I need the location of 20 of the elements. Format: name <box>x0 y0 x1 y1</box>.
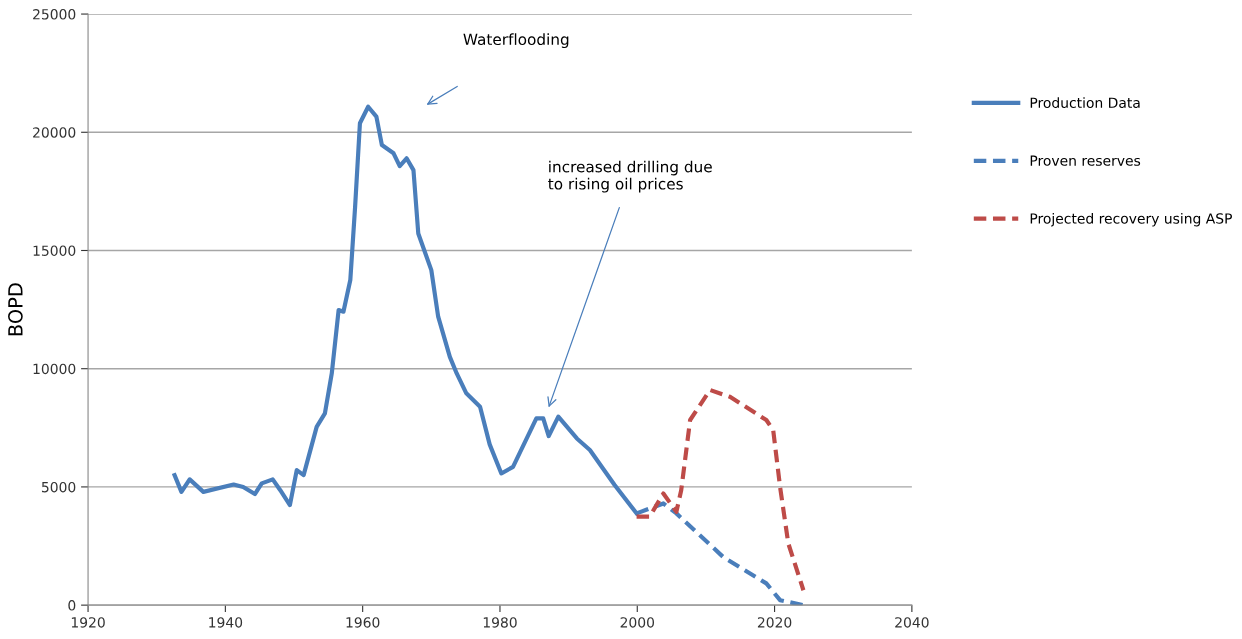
y-tick-label: 10000 <box>33 363 76 375</box>
annotation: increased drilling due to rising oil prices <box>548 160 712 193</box>
x-tick-label: 2040 <box>895 617 929 628</box>
legend-label: Proven reserves <box>1030 155 1141 166</box>
y-tick-label: 5000 <box>41 481 76 493</box>
y-axis-title: BOPD <box>8 283 23 336</box>
annotation: Waterflooding <box>463 33 569 49</box>
x-tick-label: 1960 <box>346 617 380 628</box>
y-tick-label: 15000 <box>33 245 76 256</box>
y-tick-label: 25000 <box>33 9 76 20</box>
x-tick-label: 2020 <box>757 617 792 628</box>
y-tick-label: 0 <box>68 600 76 611</box>
legend-label: Projected recovery using ASP <box>1030 212 1232 227</box>
legend-label: Production Data <box>1030 97 1140 108</box>
x-tick-label: 1920 <box>71 617 105 628</box>
x-tick-label: 1980 <box>483 617 517 628</box>
y-tick-label: 20000 <box>33 127 76 138</box>
x-tick-label: 2000 <box>620 617 655 628</box>
x-tick-label: 1940 <box>209 617 243 628</box>
line-series <box>634 387 806 593</box>
